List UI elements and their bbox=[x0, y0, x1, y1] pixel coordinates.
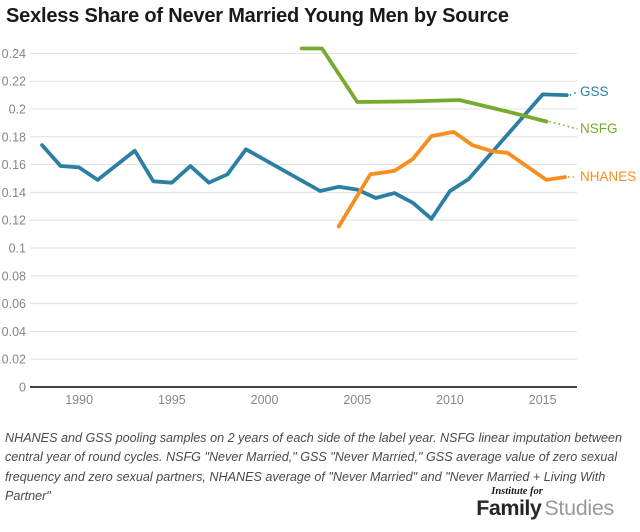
logo-wordmark: Family Studies bbox=[476, 497, 614, 522]
footnote-line: frequency and zero sexual partners, NHAN… bbox=[5, 469, 606, 484]
y-tick-label: 0.04 bbox=[2, 325, 26, 339]
y-tick-label: 0 bbox=[19, 381, 26, 395]
footnote-line: NHANES and GSS pooling samples on 2 year… bbox=[5, 431, 622, 445]
page-title: Sexless Share of Never Married Young Men… bbox=[6, 5, 509, 27]
logo-institute-for: Institute for bbox=[491, 486, 543, 497]
y-tick-label: 0.02 bbox=[2, 353, 26, 367]
y-tick-label: 0.18 bbox=[2, 130, 26, 144]
series-label-nhanes: NHANES bbox=[580, 169, 637, 184]
label-leader-nsfg bbox=[549, 120, 578, 130]
y-tick-label: 0.14 bbox=[2, 186, 26, 200]
footnote-line: central year of round cycles. NSFG "Neve… bbox=[5, 450, 618, 465]
ifs-logo: Institute for Family Studies bbox=[476, 486, 614, 522]
logo-studies: Studies bbox=[544, 496, 614, 520]
series-label-gss: GSS bbox=[580, 84, 609, 99]
y-tick-label: 0.06 bbox=[2, 297, 26, 311]
chart-area: 0 0.02 0.04 0.06 0.08 0.1 0.12 0.14 0.16 0.18 0.2 0… bbox=[2, 46, 637, 407]
x-tick-label: 2015 bbox=[529, 393, 557, 407]
logo-family: Family bbox=[476, 496, 542, 520]
y-tick-label: 0.22 bbox=[2, 75, 26, 89]
series-label-nsfg: NSFG bbox=[580, 121, 618, 136]
y-tick-label: 0.12 bbox=[2, 214, 26, 228]
chart-svg: 0 0.02 0.04 0.06 0.08 0.1 0.12 0.14 0.16 0.18 0.2 0… bbox=[2, 46, 578, 407]
x-tick-label: 1995 bbox=[158, 393, 186, 407]
x-tick-label: 1990 bbox=[65, 393, 93, 407]
footnote: NHANES and GSS pooling samples on 2 year… bbox=[5, 429, 635, 506]
line-nhanes bbox=[336, 129, 567, 229]
y-tick-label: 0.16 bbox=[2, 158, 26, 172]
label-leader-gss bbox=[569, 91, 578, 96]
x-tick-label: 2000 bbox=[251, 393, 279, 407]
x-tick-label: 2010 bbox=[436, 393, 464, 407]
x-tick-label: 2005 bbox=[343, 393, 371, 407]
line-gss bbox=[40, 92, 569, 221]
y-tick-label: 0.2 bbox=[9, 103, 26, 117]
footnote-line: Partner" bbox=[5, 488, 51, 503]
y-tick-label: 0.08 bbox=[2, 269, 26, 283]
y-tick-label: 0.1 bbox=[9, 242, 26, 256]
y-tick-label: 0.24 bbox=[2, 47, 26, 61]
line-nsfg bbox=[299, 46, 549, 124]
